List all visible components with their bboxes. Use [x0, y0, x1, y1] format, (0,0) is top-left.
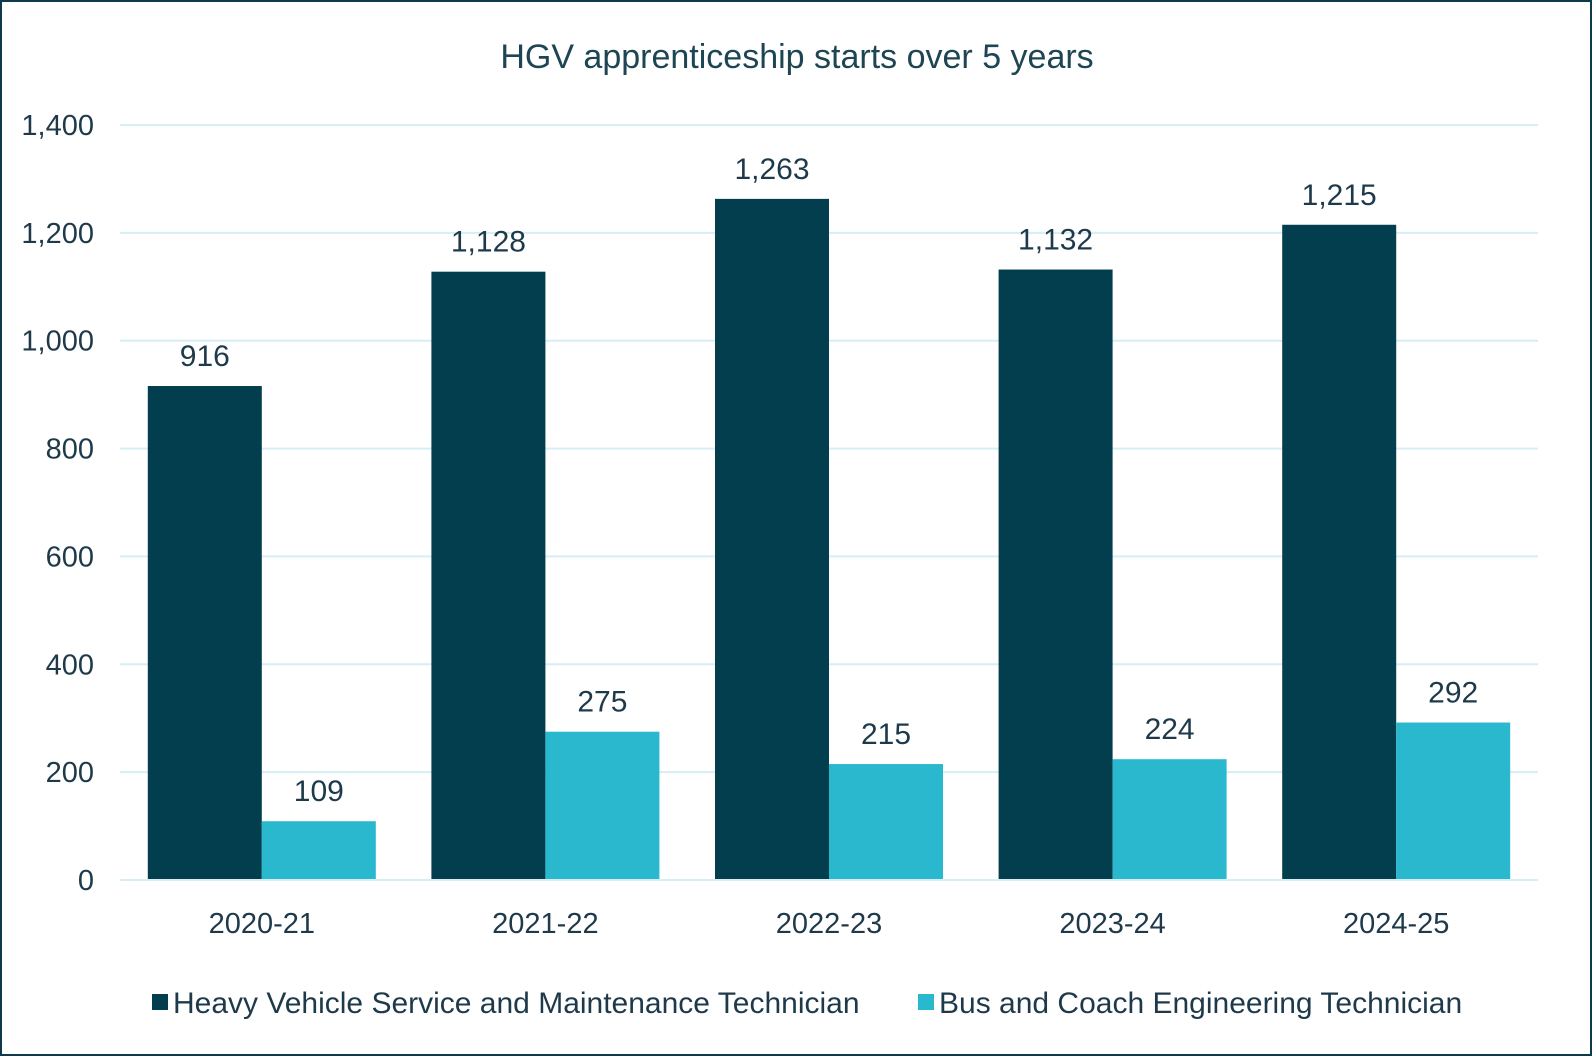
x-tick-label: 2020-21: [209, 908, 315, 940]
legend-swatch: [918, 994, 934, 1010]
data-label: 1,263: [734, 153, 809, 186]
legend-swatch: [152, 994, 168, 1010]
data-label: 292: [1428, 677, 1478, 710]
y-tick-label: 800: [46, 434, 94, 466]
data-label: 224: [1145, 713, 1195, 746]
bar-bus-coach: [261, 821, 376, 880]
data-label: 109: [294, 775, 344, 808]
x-axis: 2020-21 2021-22 2022-23 2023-24 2024-25: [120, 879, 1538, 940]
x-tick-label: 2022-23: [776, 908, 882, 940]
y-tick-label: 0: [78, 865, 94, 897]
x-tick-label: 2023-24: [1059, 908, 1165, 940]
bar-heavy-vehicle: [715, 198, 829, 880]
legend: Heavy Vehicle Service and Maintenance Te…: [152, 987, 1462, 1020]
y-tick-label: 1,400: [21, 110, 94, 142]
bar-heavy-vehicle: [1282, 224, 1397, 881]
y-tick-label: 200: [46, 757, 94, 789]
y-tick-label: 1,200: [21, 218, 94, 250]
y-axis: 0 200 400 600 800 1,000 1,200 1,400: [21, 110, 94, 897]
y-tick-label: 600: [46, 541, 94, 573]
bars: 916 109 1,128 275 1,263 215 1,132 224 1,215 292: [147, 153, 1511, 881]
chart-title: HGV apprenticeship starts over 5 years: [500, 38, 1093, 76]
x-tick-label: 2021-22: [492, 908, 598, 940]
y-tick-label: 1,000: [21, 326, 94, 358]
bar-heavy-vehicle: [998, 269, 1113, 880]
data-label: 1,128: [451, 226, 526, 259]
legend-label: Bus and Coach Engineering Technician: [939, 987, 1462, 1020]
x-tick-label: 2024-25: [1343, 908, 1449, 940]
bar-heavy-vehicle: [147, 386, 262, 880]
bar-bus-coach: [1396, 722, 1511, 880]
data-label: 916: [180, 340, 230, 373]
data-label: 1,132: [1018, 224, 1093, 257]
bar-heavy-vehicle: [431, 271, 546, 881]
legend-label: Heavy Vehicle Service and Maintenance Te…: [173, 987, 860, 1020]
data-label: 275: [577, 686, 627, 719]
data-label: 215: [861, 718, 911, 751]
bar-bus-coach: [545, 731, 660, 880]
data-label: 1,215: [1302, 179, 1377, 212]
bar-bus-coach: [1112, 759, 1227, 880]
bar-bus-coach: [829, 764, 943, 880]
y-tick-label: 400: [46, 649, 94, 681]
